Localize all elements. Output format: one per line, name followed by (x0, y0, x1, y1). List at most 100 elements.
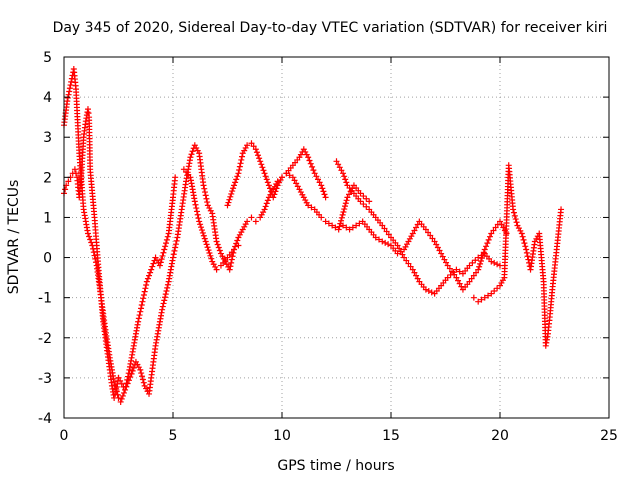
y-tick-label: 5 (43, 50, 52, 66)
data-point (117, 398, 124, 405)
data-point (335, 161, 342, 168)
data-point (476, 263, 483, 270)
data-point (162, 294, 169, 301)
data-point (439, 253, 446, 260)
data-point (405, 260, 412, 267)
data-point (64, 98, 71, 105)
data-point (291, 177, 298, 184)
data-point (260, 167, 267, 174)
data-point (455, 277, 462, 284)
data-point (148, 266, 155, 273)
data-point (431, 238, 438, 245)
data-point (163, 236, 170, 243)
data-point (140, 291, 147, 298)
data-point (142, 285, 149, 292)
data-point (191, 198, 198, 205)
data-point (329, 222, 336, 229)
data-point (146, 272, 153, 279)
data-point (226, 196, 233, 203)
data-point (485, 236, 492, 243)
data-point (512, 216, 519, 223)
data-point (353, 222, 360, 229)
data-point (111, 394, 118, 401)
data-point (558, 206, 565, 213)
data-point (157, 259, 164, 266)
data-point (172, 244, 179, 251)
series-trace-b (61, 106, 122, 401)
data-point (318, 182, 325, 189)
series-trace-g (340, 218, 510, 293)
data-point (498, 221, 505, 228)
data-point (207, 252, 214, 259)
data-point (484, 240, 491, 247)
data-point (118, 380, 125, 387)
data-point (414, 275, 421, 282)
data-point (138, 305, 145, 312)
data-point (226, 266, 233, 273)
data-point (123, 383, 130, 390)
data-point (519, 233, 526, 240)
data-point (481, 246, 488, 253)
data-point (189, 148, 196, 155)
data-point (261, 206, 268, 213)
data-point (135, 318, 142, 325)
data-point (137, 366, 144, 373)
data-point (139, 373, 146, 380)
data-point (488, 230, 495, 237)
data-point (311, 170, 318, 177)
data-point (397, 248, 404, 255)
data-point (383, 228, 390, 235)
data-point (162, 291, 169, 298)
data-point (338, 217, 345, 224)
data-point (451, 271, 458, 278)
data-point (480, 249, 487, 256)
data-point (309, 163, 316, 170)
data-point (115, 374, 122, 381)
data-marks (61, 66, 565, 405)
data-point (343, 224, 350, 231)
data-point (229, 253, 236, 260)
data-point (267, 185, 274, 192)
data-point (87, 236, 94, 243)
data-point (470, 294, 477, 301)
data-point (271, 191, 278, 198)
data-point (433, 241, 440, 248)
data-point (238, 156, 245, 163)
data-point (466, 262, 473, 269)
data-point (215, 244, 222, 251)
data-point (147, 269, 154, 276)
y-tick-label: 4 (43, 90, 52, 106)
series-trace-e (224, 140, 373, 233)
data-point (262, 173, 269, 180)
data-point (233, 176, 240, 183)
x-tick-label: 25 (600, 428, 618, 444)
data-point (233, 240, 240, 247)
data-point (64, 94, 71, 101)
series-trace-d (180, 146, 329, 273)
data-point (252, 146, 259, 153)
data-point (200, 232, 207, 239)
data-point (72, 170, 79, 177)
data-point (236, 163, 243, 170)
data-point (265, 182, 272, 189)
data-point (263, 176, 270, 183)
data-point (394, 242, 401, 249)
data-point (227, 263, 234, 270)
data-point (422, 226, 429, 233)
data-point (188, 151, 195, 158)
data-point (138, 302, 145, 309)
data-point (342, 176, 349, 183)
data-point (283, 170, 290, 177)
data-point (308, 204, 315, 211)
data-point (201, 189, 208, 196)
data-point (313, 173, 320, 180)
data-point (86, 233, 93, 240)
data-point (195, 215, 202, 222)
data-point (497, 218, 503, 225)
data-point (252, 218, 259, 225)
data-point (88, 239, 95, 246)
data-point (248, 214, 255, 221)
data-point (349, 224, 356, 231)
data-point (478, 255, 485, 262)
